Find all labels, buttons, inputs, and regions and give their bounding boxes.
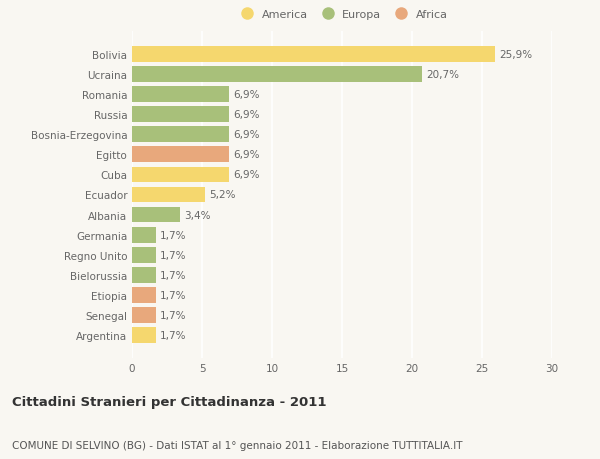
Text: 1,7%: 1,7% xyxy=(160,310,187,320)
Text: 6,9%: 6,9% xyxy=(233,90,259,100)
Bar xyxy=(132,87,229,103)
Text: 6,9%: 6,9% xyxy=(233,130,259,140)
Text: COMUNE DI SELVINO (BG) - Dati ISTAT al 1° gennaio 2011 - Elaborazione TUTTITALIA: COMUNE DI SELVINO (BG) - Dati ISTAT al 1… xyxy=(12,440,463,450)
Bar xyxy=(132,167,229,183)
Bar xyxy=(132,67,422,83)
Text: 5,2%: 5,2% xyxy=(209,190,235,200)
Text: Cittadini Stranieri per Cittadinanza - 2011: Cittadini Stranieri per Cittadinanza - 2… xyxy=(12,396,326,409)
Text: 1,7%: 1,7% xyxy=(160,230,187,240)
Bar xyxy=(132,187,205,203)
Text: 1,7%: 1,7% xyxy=(160,330,187,341)
Text: 1,7%: 1,7% xyxy=(160,290,187,300)
Bar xyxy=(132,268,156,283)
Text: 6,9%: 6,9% xyxy=(233,170,259,180)
Text: 20,7%: 20,7% xyxy=(426,70,459,80)
Bar xyxy=(132,147,229,163)
Bar xyxy=(132,47,494,62)
Text: 1,7%: 1,7% xyxy=(160,250,187,260)
Bar xyxy=(132,207,179,223)
Legend: America, Europa, Africa: America, Europa, Africa xyxy=(236,10,448,20)
Bar xyxy=(132,308,156,323)
Text: 3,4%: 3,4% xyxy=(184,210,211,220)
Bar xyxy=(132,287,156,303)
Text: 6,9%: 6,9% xyxy=(233,150,259,160)
Text: 25,9%: 25,9% xyxy=(499,50,532,60)
Text: 6,9%: 6,9% xyxy=(233,110,259,120)
Bar xyxy=(132,227,156,243)
Bar xyxy=(132,107,229,123)
Bar xyxy=(132,127,229,143)
Bar xyxy=(132,328,156,343)
Bar xyxy=(132,247,156,263)
Text: 1,7%: 1,7% xyxy=(160,270,187,280)
